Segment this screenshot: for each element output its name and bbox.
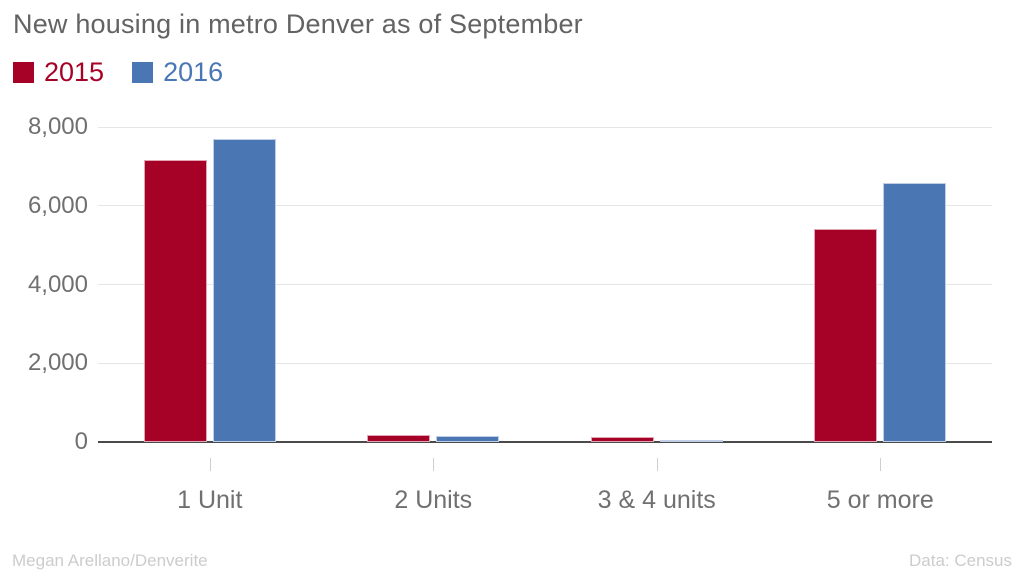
bar-2015-2-units[interactable] [367, 434, 431, 442]
gridline-2000 [98, 362, 992, 364]
bar-2016-5-or-more[interactable] [883, 182, 947, 442]
bar-2015-3-4-units[interactable] [590, 436, 654, 442]
gridline-4000 [98, 284, 992, 285]
chart-title: New housing in metro Denver as of Septem… [13, 9, 583, 39]
legend-item-2016[interactable]: 2016 [132, 57, 223, 88]
x-tick-2-units [433, 458, 435, 471]
y-axis-label-6000: 6,000 [27, 191, 88, 219]
x-axis-label-5-or-more: 5 or more [826, 486, 934, 514]
bar-2015-1-unit[interactable] [143, 160, 207, 442]
bar-2016-1-unit[interactable] [212, 138, 276, 442]
x-tick-3-4-units [656, 458, 658, 471]
bar-2016-3-4-units[interactable] [659, 439, 723, 442]
legend-swatch-2016-icon [132, 62, 154, 83]
x-tick-5-or-more [880, 458, 882, 471]
legend-label-2016: 2016 [163, 57, 224, 87]
legend-swatch-2015-icon [13, 62, 34, 83]
bar-2015-5-or-more[interactable] [814, 229, 878, 442]
legend: 2015 2016 [13, 57, 223, 88]
x-axis-line [98, 441, 992, 443]
x-tick-1-unit [209, 458, 211, 471]
y-axis-label-8000: 8,000 [27, 113, 88, 140]
y-axis-label-2000: 2,000 [27, 349, 88, 377]
footer-credit: Megan Arellano/Denverite [12, 551, 208, 570]
y-axis-label-4000: 4,000 [27, 270, 88, 298]
x-axis-label-2-units: 2 Units [394, 486, 473, 514]
x-axis-label-3-4-units: 3 & 4 units [597, 486, 716, 514]
y-axis-label-0: 0 [74, 428, 88, 455]
legend-item-2015[interactable]: 2015 [13, 57, 104, 88]
x-axis-label-1-unit: 1 Unit [177, 486, 243, 514]
gridline-8000 [98, 126, 992, 128]
legend-label-2015: 2015 [44, 57, 105, 87]
bar-2016-2-units[interactable] [436, 435, 500, 442]
gridline-6000 [98, 205, 992, 207]
footer-source: Data: Census [909, 551, 1012, 570]
